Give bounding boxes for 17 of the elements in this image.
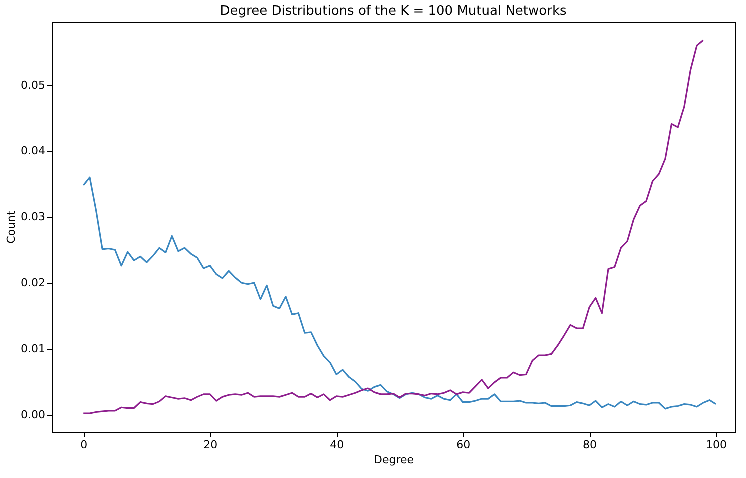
x-tick-label: 20 (204, 438, 218, 452)
x-tick-label: 100 (706, 438, 728, 452)
y-tick-label: 0.05 (21, 78, 46, 92)
y-axis-title: Count (5, 210, 18, 244)
y-tick-label: 0.01 (21, 342, 46, 356)
y-tick-label: 0.03 (21, 210, 46, 224)
line-series (82, 176, 717, 410)
x-tick-label: 60 (456, 438, 471, 452)
line-series (82, 40, 704, 414)
y-tick-label: 0.02 (21, 276, 46, 290)
chart-title: Degree Distributions of the K = 100 Mutual Networks (220, 4, 567, 19)
x-axis-title: Degree (374, 454, 414, 466)
y-tick-label: 0.04 (21, 144, 46, 158)
x-tick-label: 40 (330, 438, 344, 452)
x-tick-label: 0 (80, 438, 88, 452)
y-tick-label: 0.00 (21, 408, 46, 422)
x-tick-label: 80 (583, 438, 598, 452)
